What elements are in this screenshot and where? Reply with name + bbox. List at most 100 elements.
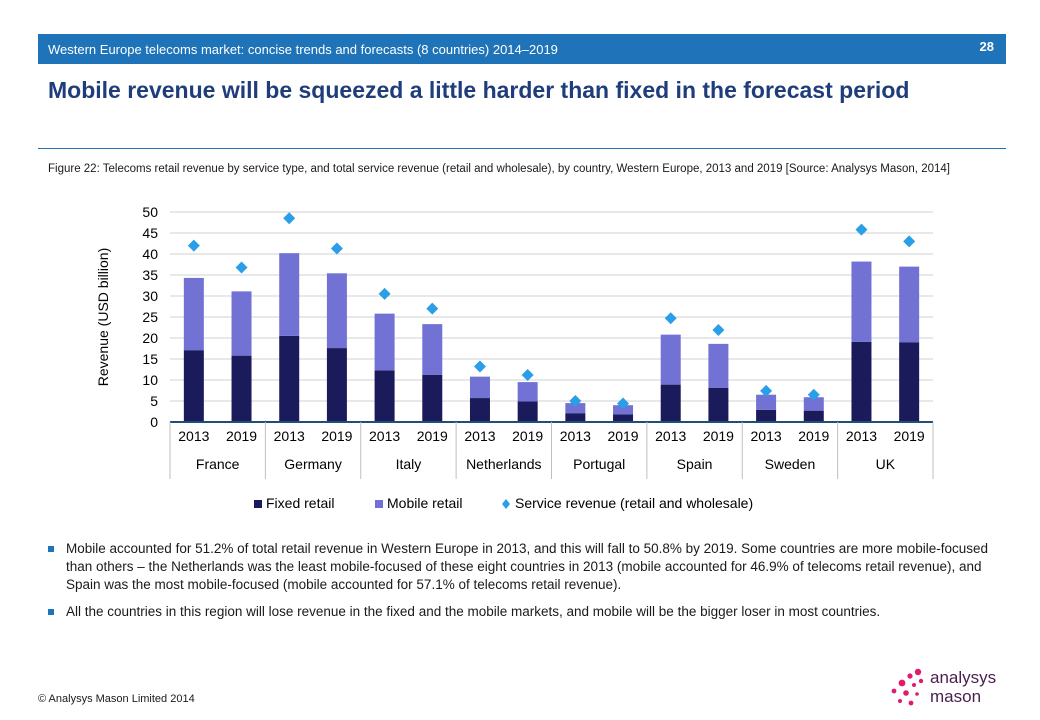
marker-service-revenue <box>426 302 439 315</box>
marker-service-revenue <box>235 261 248 274</box>
y-tick-label: 10 <box>142 372 158 388</box>
bar-mobile-retail <box>326 273 347 349</box>
slide-headline: Mobile revenue will be squeezed a little… <box>48 77 910 103</box>
marker-service-revenue <box>521 368 534 381</box>
y-tick-label: 30 <box>142 288 158 304</box>
x-tick-label: 2019 <box>417 428 448 444</box>
bar-mobile-retail <box>279 253 300 336</box>
bullet-text: Mobile accounted for 51.2% of total reta… <box>66 541 989 592</box>
bar-mobile-retail <box>756 394 777 410</box>
bar-fixed-retail <box>326 348 347 422</box>
x-group-label: Sweden <box>765 456 816 472</box>
x-tick-label: 2013 <box>369 428 400 444</box>
x-tick-label: 2013 <box>846 428 877 444</box>
marker-service-revenue <box>283 212 296 225</box>
marker-service-revenue <box>617 397 630 410</box>
bar-fixed-retail <box>279 335 300 422</box>
y-tick-label: 0 <box>150 414 158 430</box>
revenue-chart: 0 5 10 15 20 25 30 35 40 45 50 Revenue (USD billion… <box>95 204 934 511</box>
bar-fixed-retail <box>899 342 920 422</box>
x-group-label: Portugal <box>573 456 625 472</box>
y-tick-label: 50 <box>142 204 158 220</box>
bar-mobile-retail <box>469 376 490 399</box>
bar-mobile-retail <box>517 382 538 402</box>
bar-fixed-retail <box>469 398 490 422</box>
bar-fixed-retail <box>851 341 872 422</box>
bar-fixed-retail <box>183 350 204 422</box>
bullet-item: All the countries in this region will lo… <box>48 603 993 621</box>
bar-mobile-retail <box>613 405 634 415</box>
marker-service-revenue <box>330 242 343 255</box>
analysys-mason-logo: analysys mason <box>888 666 1018 712</box>
bar-mobile-retail <box>183 277 204 351</box>
y-tick-label: 40 <box>142 246 158 262</box>
report-header-bar: Western Europe telecoms market: concise … <box>38 34 1006 64</box>
marker-service-revenue <box>855 223 868 236</box>
marker-service-revenue <box>807 388 820 401</box>
bar-fixed-retail <box>803 410 824 422</box>
bar-mobile-retail <box>565 403 586 414</box>
title-divider <box>38 148 1006 149</box>
bar-mobile-retail <box>803 397 824 411</box>
x-group-label: UK <box>876 456 896 472</box>
legend-swatch-mobile-retail <box>375 500 383 508</box>
legend-swatch-fixed-retail <box>254 500 262 508</box>
report-title: Western Europe telecoms market: concise … <box>48 42 558 57</box>
marker-service-revenue <box>664 312 677 325</box>
figure-caption: Figure 22: Telecoms retail revenue by se… <box>48 163 950 175</box>
x-tick-label: 2013 <box>464 428 495 444</box>
legend-label-service-revenue: Service revenue (retail and wholesale) <box>515 495 753 511</box>
logo-text-line2: mason <box>930 687 982 706</box>
bar-mobile-retail <box>374 313 395 371</box>
bullet-square-icon <box>48 609 54 615</box>
x-tick-label: 2013 <box>274 428 305 444</box>
bullet-text: All the countries in this region will lo… <box>66 604 881 619</box>
y-tick-label: 20 <box>142 330 158 346</box>
bar-mobile-retail <box>899 266 920 343</box>
x-tick-label: 2019 <box>321 428 352 444</box>
x-tick-label: 2013 <box>751 428 782 444</box>
bar-fixed-retail <box>517 401 538 422</box>
x-group-label: Italy <box>396 456 422 472</box>
bar-mobile-retail <box>660 334 681 385</box>
legend-swatch-service-revenue <box>502 499 510 509</box>
copyright-text: © Analysys Mason Limited 2014 <box>38 693 195 705</box>
marker-service-revenue <box>378 287 391 300</box>
bar-fixed-retail <box>613 414 634 422</box>
marker-service-revenue <box>569 395 582 407</box>
bar-mobile-retail <box>422 324 443 375</box>
marker-service-revenue <box>760 384 773 397</box>
marker-service-revenue <box>903 235 916 248</box>
x-tick-label: 2019 <box>226 428 257 444</box>
x-tick-label: 2019 <box>798 428 829 444</box>
page-number: 28 <box>979 39 994 54</box>
x-tick-label: 2019 <box>512 428 543 444</box>
x-tick-label: 2019 <box>607 428 638 444</box>
x-tick-label: 2013 <box>560 428 591 444</box>
logo-dots-icon <box>891 668 924 706</box>
bullet-list: Mobile accounted for 51.2% of total reta… <box>48 540 993 630</box>
logo-wordmark: analysys mason <box>930 668 996 706</box>
bar-fixed-retail <box>708 387 729 422</box>
bar-fixed-retail <box>374 370 395 422</box>
x-tick-label: 2019 <box>703 428 734 444</box>
x-group-label: Spain <box>677 456 713 472</box>
bar-mobile-retail <box>708 343 729 388</box>
bar-mobile-retail <box>851 261 872 342</box>
y-tick-label: 45 <box>142 225 158 241</box>
bar-fixed-retail <box>660 384 681 422</box>
bar-fixed-retail <box>231 355 252 422</box>
logo-text-line1: analysys <box>930 668 997 687</box>
bar-fixed-retail <box>756 409 777 422</box>
x-group-label: Netherlands <box>466 456 542 472</box>
bar-fixed-retail <box>565 413 586 422</box>
y-tick-label: 5 <box>150 393 158 409</box>
y-tick-label: 25 <box>142 309 158 325</box>
bullet-square-icon <box>48 546 54 552</box>
y-tick-label: 35 <box>142 267 158 283</box>
x-tick-label: 2013 <box>655 428 686 444</box>
marker-service-revenue <box>187 239 200 252</box>
y-tick-label: 15 <box>142 351 158 367</box>
marker-service-revenue <box>712 324 725 337</box>
bar-mobile-retail <box>231 291 252 356</box>
